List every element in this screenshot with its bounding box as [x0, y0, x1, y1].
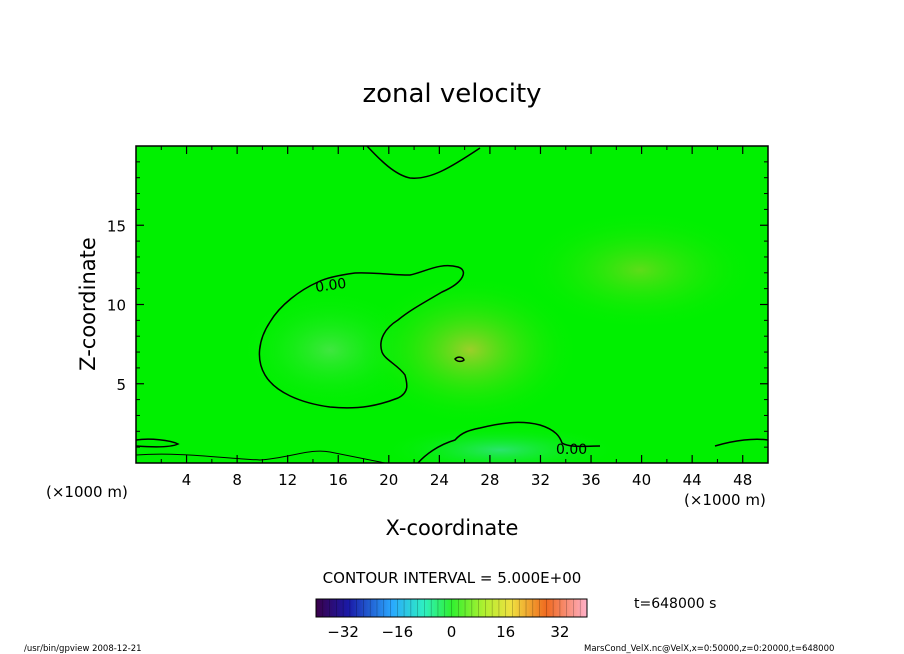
y-tick-label: 15 — [107, 217, 126, 235]
field-shade-high-center — [360, 275, 580, 425]
x-tick-label: 40 — [632, 471, 651, 489]
contour-blob-main — [258, 264, 465, 409]
colorbar-tick-label: −32 — [327, 623, 359, 641]
x-unit-left: (×1000 m) — [46, 483, 128, 501]
colorbar — [315, 598, 588, 618]
colorbar-tick-label: 16 — [496, 623, 515, 641]
contour-bottom-left — [136, 438, 180, 448]
contour-small-loop — [454, 356, 465, 363]
x-tick-label: 12 — [278, 471, 297, 489]
x-tick-label: 24 — [430, 471, 449, 489]
plot-area: 0.00 0.00 — [136, 146, 768, 463]
field-shade-high-right — [520, 210, 760, 330]
contour-bottom-right — [714, 438, 768, 447]
contour-label-upper: 0.00 — [314, 276, 347, 296]
colorbar-ticks: −32 −16 0 16 32 — [327, 623, 569, 641]
x-tick-label: 16 — [329, 471, 348, 489]
y-tick-label: 10 — [107, 297, 126, 315]
x-tick-label: 4 — [182, 471, 192, 489]
x-tick-label: 20 — [379, 471, 398, 489]
contour-label-lower: 0.00 — [556, 442, 587, 458]
x-tick-label: 32 — [531, 471, 550, 489]
colorbar-tick-label: 0 — [447, 623, 457, 641]
footer-right: MarsCond_VelX.nc@VelX,x=0:50000,z=0:2000… — [584, 644, 834, 654]
contour-bottom-edge — [136, 450, 386, 463]
x-tick-label: 44 — [683, 471, 702, 489]
x-unit-right: (×1000 m) — [684, 491, 766, 509]
y-axis-label: Z-coordinate — [76, 237, 100, 371]
colorbar-tick-label: 32 — [550, 623, 569, 641]
x-axis-ticks: 4 8 12 16 20 24 28 32 36 40 44 48 — [160, 146, 769, 489]
x-tick-label: 36 — [581, 471, 600, 489]
colorbar-stripes — [315, 599, 588, 617]
field-shade-bottom — [380, 425, 620, 463]
contour-bottom-center — [417, 421, 601, 463]
y-axis-ticks: 5 10 15 — [107, 161, 768, 448]
contour-lines — [136, 146, 768, 463]
colorbar-tick-label: −16 — [381, 623, 413, 641]
chart-title: zonal velocity — [362, 79, 541, 109]
y-tick-label: 5 — [116, 376, 126, 394]
footer-left: /usr/bin/gpview 2008-12-21 — [24, 644, 142, 654]
contour-interval-text: CONTOUR INTERVAL = 5.000E+00 — [323, 569, 582, 587]
x-axis-label: X-coordinate — [386, 516, 519, 540]
x-tick-label: 48 — [733, 471, 752, 489]
contour-top — [366, 146, 481, 179]
x-tick-label: 8 — [232, 471, 242, 489]
x-tick-label: 28 — [480, 471, 499, 489]
time-label: t=648000 s — [634, 596, 716, 612]
